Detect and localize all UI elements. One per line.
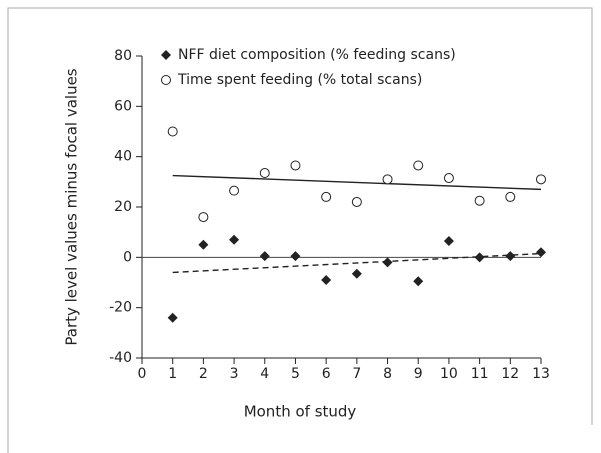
- point: [536, 247, 546, 258]
- y-tick-label: 40: [114, 149, 132, 165]
- point: [321, 274, 332, 285]
- x-axis-label: Month of study: [244, 403, 357, 421]
- point: [167, 312, 178, 323]
- point: [259, 251, 270, 262]
- y-tick-label: 0: [123, 249, 132, 265]
- point: [382, 257, 393, 268]
- x-tick-label: 0: [138, 366, 147, 382]
- point: [198, 239, 209, 250]
- trend-line: [172, 252, 542, 274]
- x-tick-label: 13: [532, 366, 550, 382]
- y-axis-label: Party level values minus focal values: [63, 68, 81, 345]
- x-tick-label: 7: [352, 366, 361, 382]
- x-tick-label: 10: [440, 366, 458, 382]
- x-tick-label: 1: [168, 366, 177, 382]
- x-tick-label: 9: [414, 366, 423, 382]
- y-tick-label: -40: [109, 350, 132, 366]
- point: [536, 174, 546, 185]
- y-tick-label: 20: [114, 199, 132, 215]
- point: [290, 160, 301, 171]
- point: [290, 251, 301, 262]
- legend-marker: [161, 75, 171, 85]
- x-tick-label: 6: [322, 366, 331, 382]
- point: [321, 191, 332, 202]
- point: [198, 212, 209, 223]
- x-tick-label: 5: [291, 366, 300, 382]
- point: [505, 191, 516, 202]
- point: [474, 195, 485, 206]
- point: [167, 126, 178, 137]
- x-tick-label: 2: [199, 366, 208, 382]
- point: [382, 174, 393, 185]
- x-tick-label: 4: [260, 366, 269, 382]
- trend-line: [172, 174, 542, 191]
- legend-marker: [161, 50, 171, 60]
- x-tick-label: 12: [501, 366, 519, 382]
- point: [351, 268, 362, 279]
- point: [259, 168, 270, 179]
- y-tick-label: -20: [109, 300, 132, 316]
- x-tick-label: 3: [230, 366, 239, 382]
- x-tick-label: 8: [383, 366, 392, 382]
- legend-label: Time spent feeding (% total scans): [177, 72, 422, 88]
- y-tick-label: 60: [114, 98, 132, 114]
- legend-label: NFF diet composition (% feeding scans): [178, 47, 456, 63]
- point: [229, 185, 240, 196]
- point: [351, 196, 362, 207]
- frame: [7, 7, 593, 453]
- point: [443, 173, 454, 184]
- x-tick-label: 11: [471, 366, 489, 382]
- point: [229, 234, 240, 245]
- point: [443, 235, 454, 246]
- y-tick-label: 80: [114, 48, 132, 64]
- point: [474, 252, 485, 263]
- point: [413, 276, 424, 287]
- point: [505, 251, 516, 262]
- point: [413, 160, 424, 171]
